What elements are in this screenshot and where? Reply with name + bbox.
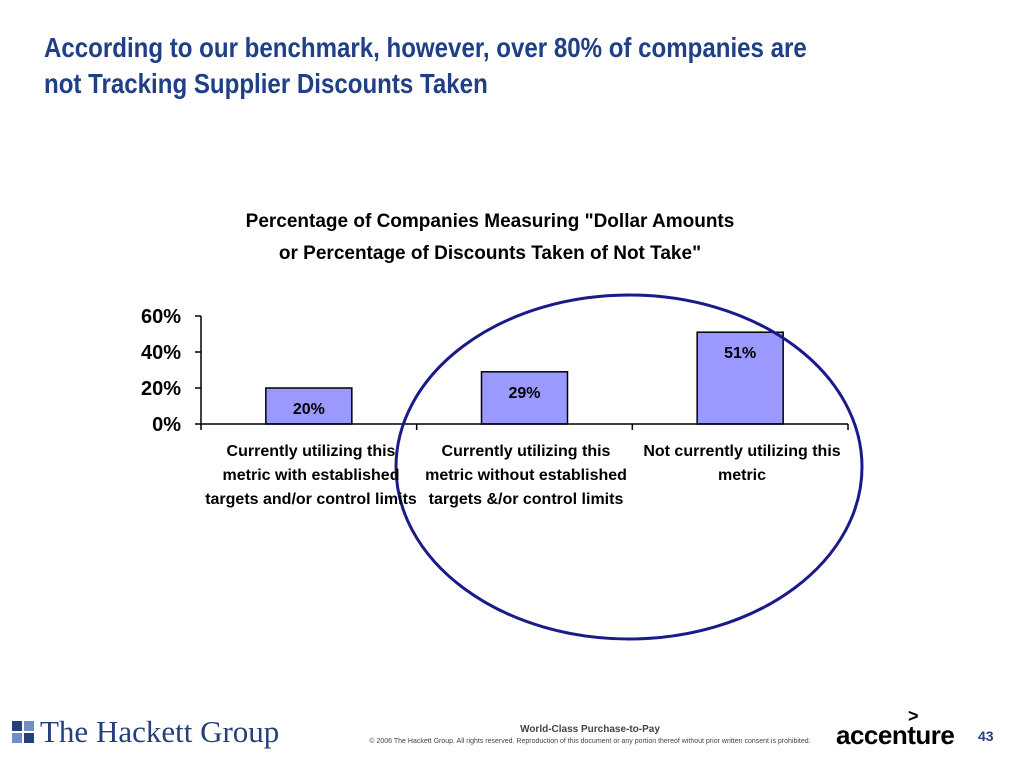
y-tick-label-0: 0%	[152, 414, 181, 436]
chart-title: Percentage of Companies Measuring "Dolla…	[160, 206, 820, 270]
y-tick-label-3: 60%	[141, 306, 181, 328]
highlight-ellipse	[394, 293, 864, 641]
accenture-arrow-icon: >	[908, 706, 919, 726]
footer-copyright: © 2006 The Hackett Group. All rights res…	[369, 738, 811, 745]
slide-title: According to our benchmark, however, ove…	[44, 30, 852, 102]
company-name: The Hackett Group	[40, 714, 280, 749]
page-number: 43	[978, 728, 994, 744]
slide-title-line1: According to our benchmark, however, ove…	[44, 32, 807, 63]
y-tick-label-1: 20%	[141, 378, 181, 400]
chart-title-line2: or Percentage of Discounts Taken of Not …	[278, 243, 702, 264]
y-tick-label-2: 40%	[141, 342, 181, 364]
accenture-logo: > accenture	[836, 706, 958, 752]
hackett-squares-icon	[12, 721, 34, 743]
footer-subtitle: World-Class Purchase-to-Pay	[520, 724, 660, 735]
category-label-1: Currently utilizing this metric without …	[425, 443, 627, 508]
data-label-1: 29%	[508, 385, 540, 402]
accenture-wordmark: accenture	[836, 720, 955, 750]
data-label-2: 51%	[724, 345, 756, 362]
footer-text: World-Class Purchase-to-Pay © 2006 The H…	[330, 724, 850, 748]
category-label-2: Not currently utilizing this metric	[643, 443, 841, 484]
hackett-group-logo: The Hackett Group	[12, 712, 279, 752]
slide-title-line2: not Tracking Supplier Discounts Taken	[44, 68, 488, 99]
bar-1	[480, 371, 569, 425]
category-label-0: Currently utilizing this metric with est…	[205, 443, 417, 508]
chart-title-line1: Percentage of Companies Measuring "Dolla…	[245, 211, 735, 232]
bar-2	[696, 331, 784, 425]
data-label-0: 20%	[293, 401, 325, 418]
